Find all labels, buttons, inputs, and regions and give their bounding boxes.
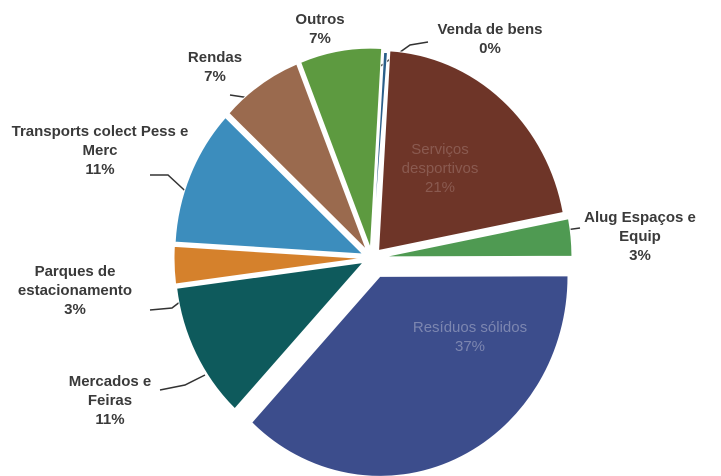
value-label: 37%	[454, 338, 486, 355]
value-label: 11%	[85, 161, 115, 178]
slice-label: Alug Espaços e Equip 3%	[570, 208, 710, 265]
value-label: 0%	[479, 40, 501, 57]
pie-slice	[228, 63, 367, 251]
category-label: Outros	[295, 11, 345, 28]
pie-slice	[174, 116, 365, 255]
category-label: Resíduos sólidos	[412, 319, 528, 336]
slice-label: Transports colect Pess e Merc 11%	[10, 122, 190, 179]
pie-slice	[173, 245, 363, 285]
category-label: Venda de bens	[437, 21, 543, 38]
category-label: Rendas	[187, 49, 243, 66]
slice-label: Mercados e Feiras 11%	[50, 372, 170, 429]
pie-slice	[383, 218, 573, 258]
pie-slice	[176, 261, 365, 410]
category-label: Parques de estacionamento	[17, 263, 133, 299]
category-label: Mercados e Feiras	[68, 373, 152, 409]
value-label: 3%	[64, 301, 86, 318]
slice-label: Venda de bens 0%	[410, 20, 570, 58]
slice-label: Resíduos sólidos 37%	[370, 318, 570, 356]
value-label: 7%	[204, 68, 226, 85]
slice-label: Outros 7%	[270, 10, 370, 48]
pie-slice	[251, 275, 569, 476]
value-label: 11%	[95, 411, 125, 428]
slice-label: Parques de estacionamento 3%	[0, 262, 155, 319]
slice-label: Rendas 7%	[165, 48, 265, 86]
leader-line	[159, 374, 206, 391]
pie-slice	[378, 50, 564, 252]
value-label: 3%	[629, 247, 651, 264]
category-label: Serviços desportivos	[401, 141, 479, 177]
slice-label: Serviços desportivos 21%	[380, 140, 500, 197]
pie-slice	[371, 51, 388, 253]
value-label: 7%	[309, 30, 331, 47]
pie-slice	[300, 47, 383, 249]
value-label: 21%	[424, 179, 456, 196]
category-label: Transports colect Pess e Merc	[11, 123, 189, 159]
category-label: Alug Espaços e Equip	[584, 209, 696, 245]
